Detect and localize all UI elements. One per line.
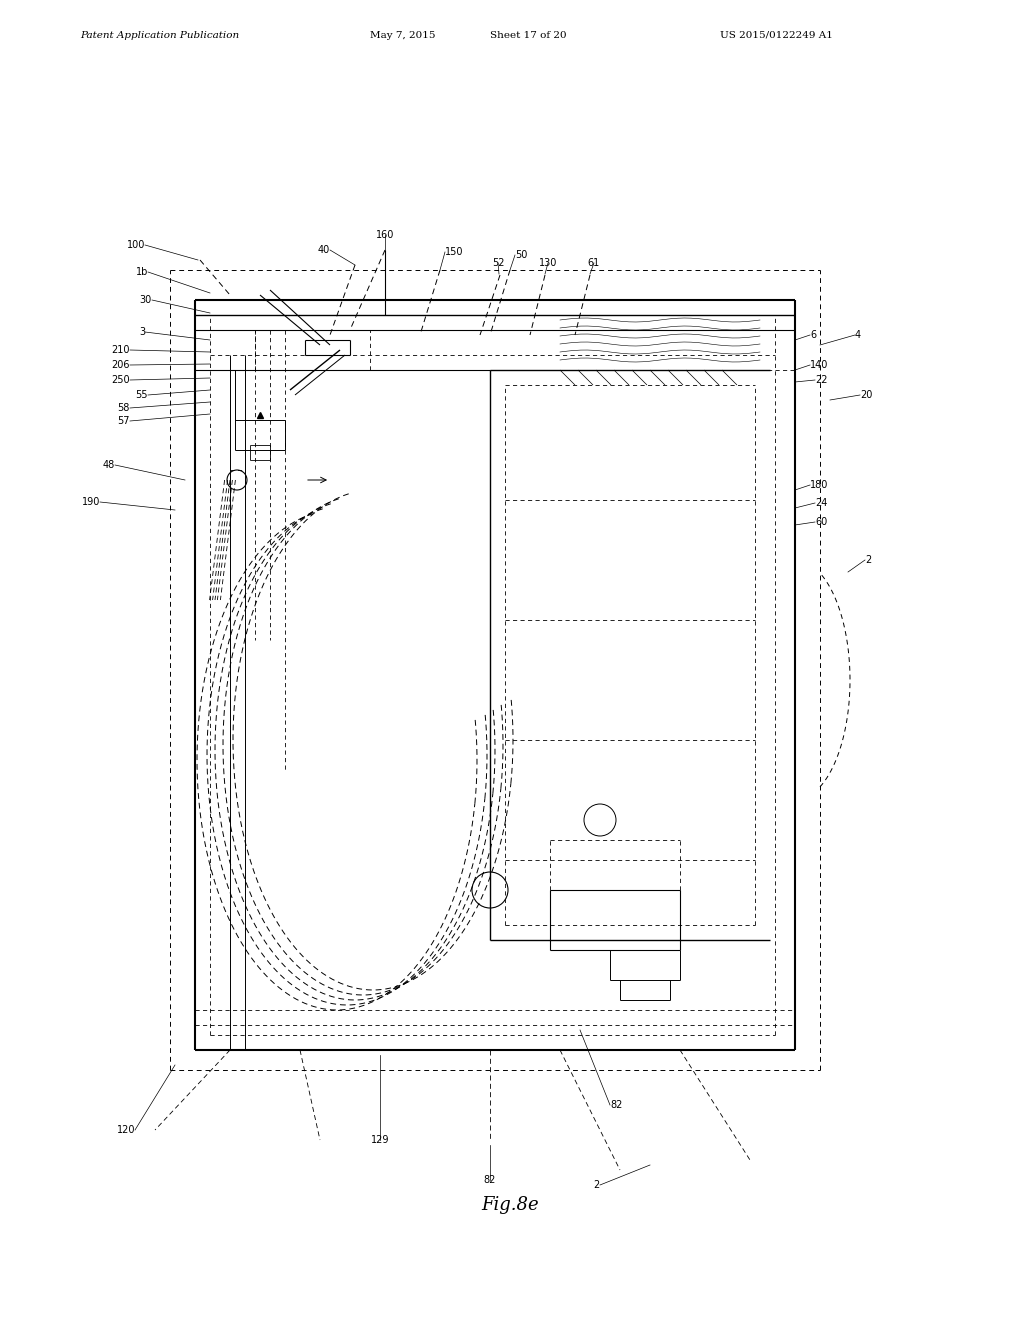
Text: 6: 6 [809, 330, 815, 341]
Text: 60: 60 [814, 517, 826, 527]
Text: 120: 120 [116, 1125, 135, 1135]
Text: 24: 24 [814, 498, 826, 508]
Text: 48: 48 [103, 459, 115, 470]
Text: US 2015/0122249 A1: US 2015/0122249 A1 [719, 30, 833, 40]
Text: 210: 210 [111, 345, 129, 355]
Text: 40: 40 [318, 246, 330, 255]
Text: Sheet 17 of 20: Sheet 17 of 20 [489, 30, 567, 40]
Text: 50: 50 [515, 249, 527, 260]
Text: 190: 190 [82, 498, 100, 507]
Text: 130: 130 [538, 257, 556, 268]
Text: 52: 52 [491, 257, 503, 268]
Text: 30: 30 [140, 294, 152, 305]
Text: 55: 55 [136, 389, 148, 400]
Text: 150: 150 [444, 247, 463, 257]
Text: 250: 250 [111, 375, 129, 385]
Text: May 7, 2015: May 7, 2015 [370, 30, 435, 40]
Text: 206: 206 [111, 360, 129, 370]
Text: 82: 82 [483, 1175, 495, 1185]
Text: Fig.8e: Fig.8e [481, 1196, 538, 1214]
Text: 22: 22 [814, 375, 826, 385]
Text: 4: 4 [854, 330, 860, 341]
Text: 2: 2 [864, 554, 870, 565]
Text: 82: 82 [609, 1100, 622, 1110]
Text: 140: 140 [809, 360, 827, 370]
Text: 3: 3 [139, 327, 145, 337]
Text: 129: 129 [370, 1135, 389, 1144]
Text: 1b: 1b [136, 267, 148, 277]
Text: 20: 20 [859, 389, 871, 400]
Text: 100: 100 [126, 240, 145, 249]
Text: 58: 58 [117, 403, 129, 413]
Text: Patent Application Publication: Patent Application Publication [79, 30, 238, 40]
Text: 2: 2 [593, 1180, 599, 1191]
Text: 61: 61 [587, 257, 599, 268]
Text: 57: 57 [117, 416, 129, 426]
Text: 160: 160 [375, 230, 393, 240]
Text: 180: 180 [809, 480, 827, 490]
